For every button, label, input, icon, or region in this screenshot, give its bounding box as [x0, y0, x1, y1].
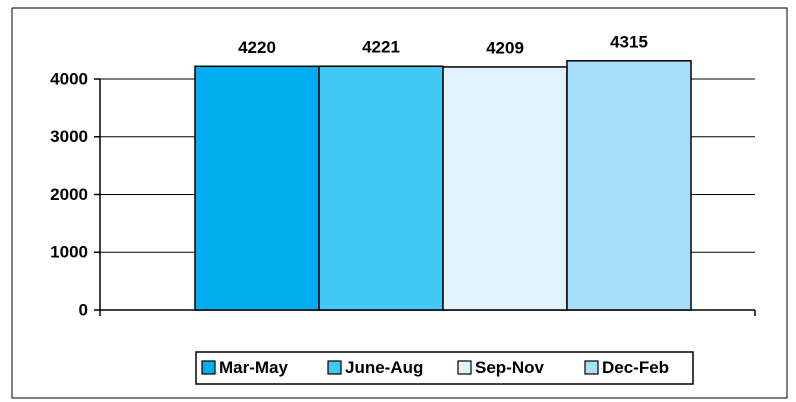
legend-box [195, 351, 694, 385]
legend-label: Dec-Feb [602, 358, 669, 377]
data-label: 4221 [362, 38, 400, 57]
y-tick-label: 4000 [50, 69, 88, 88]
bar [442, 66, 568, 311]
y-tick-label: 1000 [50, 243, 88, 262]
legend-swatch [584, 360, 599, 375]
legend-label: Mar-May [219, 358, 289, 377]
data-label: 4315 [610, 32, 648, 51]
legend-swatch [457, 360, 472, 375]
y-tick-label: 0 [79, 300, 88, 319]
legend-label: Sep-Nov [475, 358, 545, 377]
legend-label: June-Aug [345, 358, 423, 377]
y-tick-label: 3000 [50, 127, 88, 146]
bar [194, 65, 320, 311]
data-label: 4220 [238, 38, 276, 57]
y-tick-label: 2000 [50, 185, 88, 204]
bar [318, 65, 444, 311]
legend-swatch [201, 360, 216, 375]
bar [566, 60, 692, 311]
data-label: 4209 [486, 38, 524, 57]
legend-swatch [327, 360, 342, 375]
